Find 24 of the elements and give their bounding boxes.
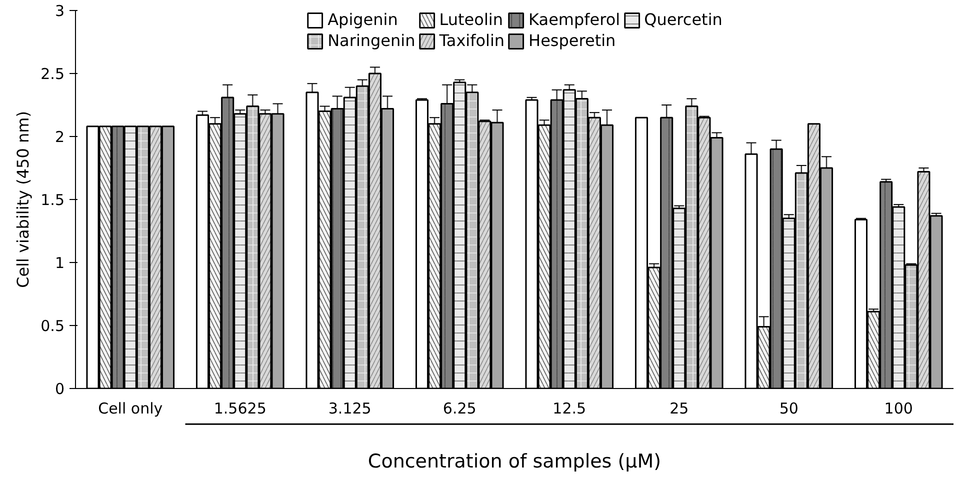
y-tick-label: 0.5 <box>40 317 65 335</box>
x-tick-label: 25 <box>670 400 689 418</box>
x-tick-label: Cell only <box>98 400 163 418</box>
legend-label: Kaempferol <box>528 10 620 29</box>
legend-label: Naringenin <box>328 31 416 50</box>
y-tick-label: 1.5 <box>40 191 65 209</box>
y-tick-label: 2 <box>54 128 65 146</box>
x-axis-title: Concentration of samples (μM) <box>368 450 662 472</box>
x-tick-label: 6.25 <box>442 400 476 418</box>
y-axis-title: Cell viability (450 nm) <box>14 111 33 288</box>
x-tick-label: 1.5625 <box>214 400 266 418</box>
x-tick-label: 3.125 <box>328 400 372 418</box>
legend-label: Luteolin <box>439 10 503 29</box>
legend-label: Quercetin <box>644 10 722 29</box>
legend-label: Hesperetin <box>528 31 616 50</box>
legend-label: Apigenin <box>328 10 398 29</box>
legend-label: Taxifolin <box>439 31 505 50</box>
x-tick-label: 50 <box>779 400 798 418</box>
x-tick-label: 100 <box>884 400 913 418</box>
y-tick-label: 1 <box>54 254 65 272</box>
x-tick-label: 12.5 <box>552 400 586 418</box>
y-tick-label: 2.5 <box>40 65 65 83</box>
y-tick-label: 3 <box>54 2 65 20</box>
y-tick-label: 0 <box>54 380 65 398</box>
